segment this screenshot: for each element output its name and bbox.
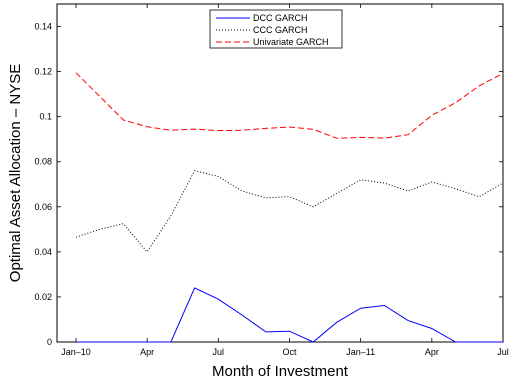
y-axis-label: Optimal Asset Allocation – NYSE (7, 64, 24, 282)
x-tick-label: Jan–10 (61, 347, 91, 357)
legend-box (209, 9, 343, 49)
x-tick-label: Jul (213, 347, 225, 357)
y-tick-label: 0.06 (34, 202, 52, 212)
y-tick-label: 0.1 (39, 112, 52, 122)
y-tick-label: 0.14 (34, 22, 52, 32)
x-tick-label: Oct (282, 347, 297, 357)
series-line-univariate-garch (75, 72, 504, 139)
series-line-dcc-garch (76, 287, 503, 343)
x-axis-label: Month of Investment (212, 363, 349, 380)
y-tick-label: 0.12 (34, 67, 52, 77)
x-tick-label: Jul (497, 347, 509, 357)
y-tick-label: 0 (47, 337, 52, 347)
x-tick-label: Apr (425, 347, 439, 357)
x-tick-label: Jan–11 (346, 347, 375, 357)
x-tick-label: Apr (140, 347, 154, 357)
legend-label: CCC GARCH (253, 25, 308, 35)
y-tick-label: 0.08 (34, 157, 52, 167)
series-lines (75, 72, 504, 343)
axis-ticks: 0 0.02 0.04 0.06 0.08 0.1 0.12 0.14 Jan–10 Apr Jul… (34, 4, 509, 357)
y-tick-label: 0.04 (34, 247, 52, 257)
y-tick-label: 0.02 (34, 292, 52, 302)
legend: DCC GARCH CCC GARCH Univariate GARCH (209, 9, 343, 49)
series-line-ccc-garch (75, 170, 504, 253)
plot-area (56, 3, 504, 343)
legend-label: Univariate GARCH (253, 37, 329, 47)
legend-label: DCC GARCH (253, 13, 308, 23)
